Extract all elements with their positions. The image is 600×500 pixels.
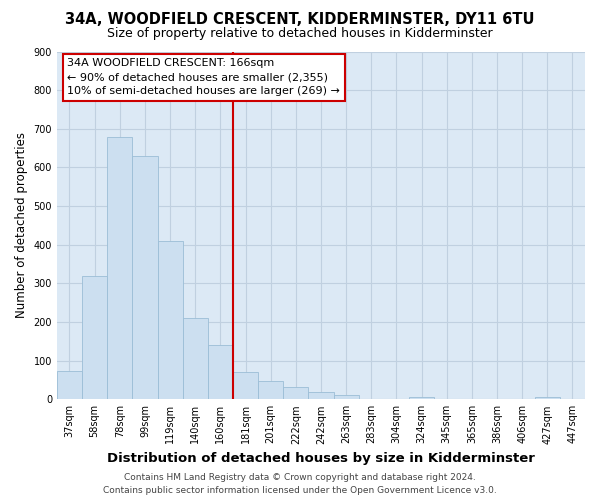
Y-axis label: Number of detached properties: Number of detached properties <box>15 132 28 318</box>
Text: Contains HM Land Registry data © Crown copyright and database right 2024.
Contai: Contains HM Land Registry data © Crown c… <box>103 474 497 495</box>
Bar <box>82 276 107 400</box>
Bar <box>158 241 182 400</box>
Bar <box>133 156 158 400</box>
Bar <box>208 345 233 400</box>
Text: Size of property relative to detached houses in Kidderminster: Size of property relative to detached ho… <box>107 28 493 40</box>
Text: 34A, WOODFIELD CRESCENT, KIDDERMINSTER, DY11 6TU: 34A, WOODFIELD CRESCENT, KIDDERMINSTER, … <box>65 12 535 28</box>
Bar <box>334 396 359 400</box>
Bar <box>107 136 133 400</box>
Text: 34A WOODFIELD CRESCENT: 166sqm
← 90% of detached houses are smaller (2,355)
10% : 34A WOODFIELD CRESCENT: 166sqm ← 90% of … <box>67 58 340 96</box>
Bar <box>409 398 434 400</box>
Bar <box>57 372 82 400</box>
Bar <box>535 398 560 400</box>
Bar <box>258 381 283 400</box>
Bar <box>233 372 258 400</box>
Bar <box>308 392 334 400</box>
Bar <box>182 318 208 400</box>
X-axis label: Distribution of detached houses by size in Kidderminster: Distribution of detached houses by size … <box>107 452 535 465</box>
Bar <box>283 386 308 400</box>
